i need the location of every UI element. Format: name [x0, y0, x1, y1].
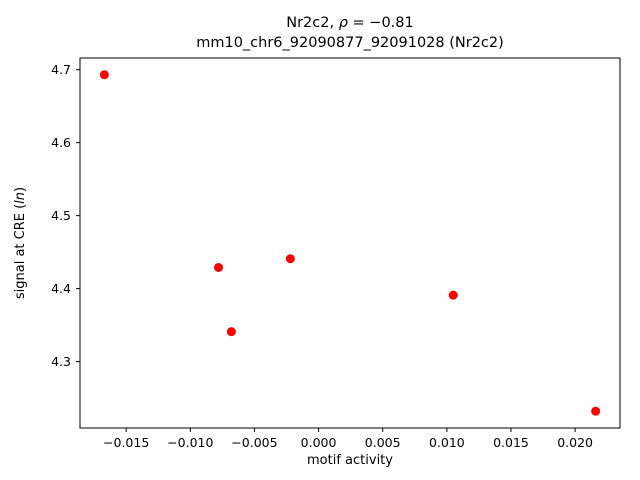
- x-tick-label: 0.005: [365, 435, 401, 450]
- y-tick-label: 4.5: [51, 208, 71, 223]
- chart-title-rest: = −0.81: [348, 15, 414, 31]
- x-tick-label: 0.020: [557, 435, 593, 450]
- data-point: [448, 290, 458, 300]
- x-tick-label: −0.015: [103, 435, 149, 450]
- data-point: [99, 70, 109, 80]
- x-axis-label: motif activity: [307, 453, 393, 468]
- data-point: [214, 262, 224, 272]
- x-tick-label: 0.000: [301, 435, 337, 450]
- x-tick-label: −0.010: [167, 435, 213, 450]
- data-point: [226, 327, 236, 337]
- chart-title: Nr2c2, ρ = −0.81: [286, 15, 413, 31]
- x-tick-label: 0.015: [493, 435, 529, 450]
- y-tick-label: 4.4: [51, 281, 71, 296]
- y-axis-label-suffix: ): [13, 187, 28, 192]
- x-tick-label: 0.010: [429, 435, 465, 450]
- data-point: [285, 254, 295, 264]
- chart-title-prefix: Nr2c2,: [286, 15, 338, 31]
- y-axis-label: signal at CRE (ln): [13, 187, 28, 299]
- plot-content: −0.015 −0.010 −0.005 0.000 0.005 0.010 0.015 0.…: [51, 62, 601, 450]
- chart-subtitle: mm10_chr6_92090877_92091028 (Nr2c2): [196, 35, 504, 51]
- y-tick-label: 4.6: [51, 135, 71, 150]
- axes-spines: [79, 57, 621, 429]
- y-tick-label: 4.7: [51, 62, 71, 77]
- data-point: [591, 406, 601, 416]
- x-tick-label: −0.005: [231, 435, 277, 450]
- y-tick-label: 4.3: [51, 354, 71, 369]
- chart-title-rho: ρ: [339, 15, 349, 31]
- y-axis-label-prefix: signal at CRE (: [13, 204, 28, 299]
- y-axis-label-italic: ln: [13, 192, 28, 204]
